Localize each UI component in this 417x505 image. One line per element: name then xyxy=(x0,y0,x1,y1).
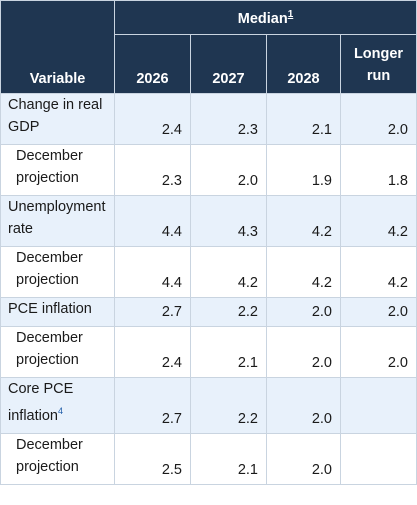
row-label: Core PCE inflation4 xyxy=(0,377,115,434)
cell-value: 4.3 xyxy=(190,195,267,247)
row-label: PCE inflation xyxy=(0,297,115,327)
cell-value: 4.4 xyxy=(114,246,191,298)
table-row: December projection 2.3 2.0 1.9 1.8 xyxy=(0,144,417,196)
cell-value: 4.2 xyxy=(339,246,417,298)
cell-value: 2.5 xyxy=(114,432,191,485)
cell-value: 1.8 xyxy=(339,144,417,196)
cell-value: 2.0 xyxy=(339,326,417,378)
cell-value: 2.2 xyxy=(190,297,267,327)
cell-value xyxy=(339,377,417,434)
cell-value: 2.2 xyxy=(190,377,267,434)
header-blank xyxy=(0,0,115,35)
table-row: Unemployment rate 4.4 4.3 4.2 4.2 xyxy=(0,195,417,247)
cell-value: 2.3 xyxy=(114,144,191,196)
row-label: Change in real GDP xyxy=(0,93,115,145)
median-footnote-link[interactable]: 1 xyxy=(287,8,294,20)
cell-value: 2.0 xyxy=(266,432,341,485)
table-row: December projection 2.4 2.1 2.0 2.0 xyxy=(0,326,417,378)
cell-value: 4.4 xyxy=(114,195,191,247)
header-longer-run: Longer run xyxy=(339,34,417,94)
cell-value: 2.0 xyxy=(266,326,341,378)
cell-value: 1.9 xyxy=(266,144,341,196)
cell-value: 4.2 xyxy=(266,246,341,298)
cell-value: 4.2 xyxy=(190,246,267,298)
row-label: December projection xyxy=(0,144,115,196)
row-label: December projection xyxy=(0,246,115,298)
header-year-2028: 2028 xyxy=(266,34,341,94)
cell-value: 2.4 xyxy=(114,93,191,145)
header-variable: Variable xyxy=(0,34,115,94)
cell-value: 2.1 xyxy=(266,93,341,145)
cell-value: 2.3 xyxy=(190,93,267,145)
row-label: December projection xyxy=(0,326,115,378)
cell-value xyxy=(339,432,417,485)
table-row: Change in real GDP 2.4 2.3 2.1 2.0 xyxy=(0,93,417,145)
table-row: Core PCE inflation4 2.7 2.2 2.0 xyxy=(0,377,417,434)
header-year-2027: 2027 xyxy=(190,34,267,94)
cell-value: 2.7 xyxy=(114,297,191,327)
table-row: December projection 4.4 4.2 4.2 4.2 xyxy=(0,246,417,298)
row-label: December projection xyxy=(0,432,115,485)
cell-value: 4.2 xyxy=(339,195,417,247)
projections-table: Median1 Variable 2026 2027 2028 Longer r… xyxy=(0,0,417,485)
cell-value: 4.2 xyxy=(266,195,341,247)
table-row: December projection 2.5 2.1 2.0 xyxy=(0,432,417,485)
cell-value: 2.4 xyxy=(114,326,191,378)
cell-value: 2.0 xyxy=(266,297,341,327)
median-label: Median xyxy=(237,10,288,27)
cell-value: 2.0 xyxy=(266,377,341,434)
cell-value: 2.7 xyxy=(114,377,191,434)
cell-value: 2.0 xyxy=(339,297,417,327)
cell-value: 2.1 xyxy=(190,432,267,485)
header-median: Median1 xyxy=(113,0,417,35)
cell-value: 2.0 xyxy=(190,144,267,196)
table-row: PCE inflation 2.7 2.2 2.0 2.0 xyxy=(0,297,417,327)
cell-value: 2.1 xyxy=(190,326,267,378)
header-year-2026: 2026 xyxy=(114,34,191,94)
row-label: Unemployment rate xyxy=(0,195,115,247)
core-pce-footnote-link[interactable]: 4 xyxy=(57,406,63,416)
cell-value: 2.0 xyxy=(339,93,417,145)
